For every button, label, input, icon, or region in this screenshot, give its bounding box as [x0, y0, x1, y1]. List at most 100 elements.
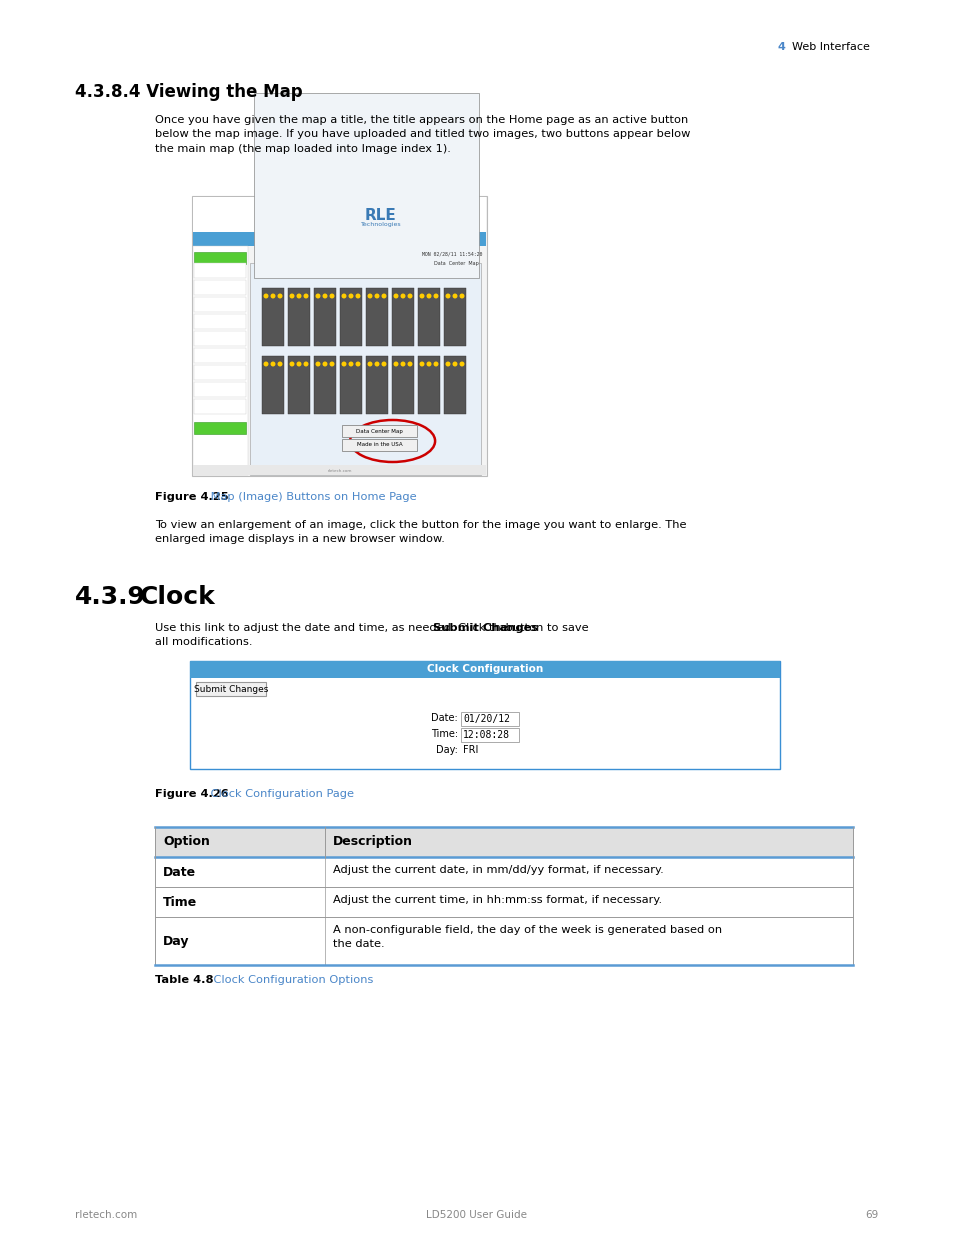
Bar: [262, 356, 284, 414]
Bar: [460, 727, 518, 742]
Circle shape: [426, 294, 431, 299]
Circle shape: [315, 362, 320, 367]
Bar: [193, 314, 246, 329]
Circle shape: [296, 362, 301, 367]
Circle shape: [445, 362, 450, 367]
Circle shape: [381, 362, 386, 367]
Bar: [193, 399, 246, 414]
Text: 69: 69: [864, 1210, 878, 1220]
Text: button to save: button to save: [501, 622, 588, 634]
Bar: [253, 93, 478, 278]
Circle shape: [271, 294, 275, 299]
Text: Figure 4.25: Figure 4.25: [154, 492, 229, 501]
Circle shape: [355, 294, 360, 299]
Bar: [288, 356, 310, 414]
Text: LD5200 User Guide: LD5200 User Guide: [426, 1210, 527, 1220]
Bar: [392, 356, 414, 414]
Bar: [262, 288, 284, 346]
Circle shape: [393, 294, 398, 299]
Text: rletech.com: rletech.com: [327, 469, 352, 473]
Bar: [193, 348, 246, 363]
Text: Description: Description: [333, 836, 413, 848]
Text: Use this link to adjust the date and time, as needed. Click the: Use this link to adjust the date and tim…: [154, 622, 511, 634]
Circle shape: [289, 294, 294, 299]
Circle shape: [375, 294, 379, 299]
Circle shape: [322, 294, 327, 299]
Text: Clock: Clock: [140, 585, 215, 609]
Text: Made in the USA: Made in the USA: [356, 442, 402, 447]
Circle shape: [419, 294, 424, 299]
Bar: [154, 887, 852, 918]
Bar: [154, 918, 852, 965]
Text: To view an enlargement of an image, click the button for the image you want to e: To view an enlargement of an image, clic…: [154, 520, 686, 545]
Circle shape: [303, 362, 308, 367]
Bar: [193, 198, 485, 232]
Text: 4.3.9: 4.3.9: [75, 585, 146, 609]
Text: Clock Configuration Page: Clock Configuration Page: [207, 789, 354, 799]
Text: 12:08:28: 12:08:28: [462, 730, 510, 740]
Bar: [190, 661, 780, 678]
Bar: [250, 263, 480, 475]
Bar: [339, 288, 361, 346]
Text: Adjust the current time, in hh:mm:ss format, if necessary.: Adjust the current time, in hh:mm:ss for…: [333, 895, 661, 905]
Circle shape: [381, 294, 386, 299]
Text: 4.3.8.4 Viewing the Map: 4.3.8.4 Viewing the Map: [75, 83, 302, 101]
Circle shape: [375, 362, 379, 367]
Text: Figure 4.26: Figure 4.26: [154, 789, 229, 799]
Circle shape: [271, 362, 275, 367]
Text: MON 02/28/11 11:54:20: MON 02/28/11 11:54:20: [421, 252, 481, 257]
Bar: [193, 232, 485, 246]
Circle shape: [393, 362, 398, 367]
Text: rletech.com: rletech.com: [75, 1210, 137, 1220]
Text: Day: Day: [163, 935, 190, 947]
Text: Date:: Date:: [431, 713, 457, 722]
Bar: [193, 422, 246, 433]
Text: Data Center Map: Data Center Map: [355, 429, 402, 433]
Text: Map (Image) Buttons on Home Page: Map (Image) Buttons on Home Page: [207, 492, 416, 501]
Bar: [193, 382, 246, 396]
Circle shape: [452, 294, 457, 299]
Bar: [342, 425, 417, 437]
Text: Date: Date: [163, 866, 196, 878]
Bar: [193, 296, 246, 312]
Circle shape: [329, 362, 335, 367]
Text: all modifications.: all modifications.: [154, 637, 253, 647]
Bar: [443, 356, 465, 414]
Bar: [192, 196, 486, 475]
Bar: [366, 356, 388, 414]
Circle shape: [263, 362, 268, 367]
Circle shape: [407, 362, 412, 367]
Bar: [190, 661, 780, 769]
Circle shape: [367, 294, 372, 299]
Circle shape: [419, 362, 424, 367]
Bar: [460, 713, 518, 726]
Text: Table 4.8: Table 4.8: [154, 974, 213, 986]
Bar: [392, 288, 414, 346]
Bar: [195, 682, 266, 697]
Circle shape: [303, 294, 308, 299]
Text: Time:: Time:: [431, 729, 457, 739]
Text: RLE: RLE: [365, 207, 396, 224]
Circle shape: [277, 294, 282, 299]
Text: FRI: FRI: [462, 745, 477, 755]
Bar: [193, 331, 246, 346]
Text: 01/20/12: 01/20/12: [462, 714, 510, 724]
Circle shape: [400, 294, 405, 299]
Circle shape: [348, 362, 354, 367]
Circle shape: [322, 362, 327, 367]
Circle shape: [263, 294, 268, 299]
Text: 4: 4: [778, 42, 785, 52]
Circle shape: [459, 362, 464, 367]
Text: Web Interface: Web Interface: [784, 42, 869, 52]
Text: Once you have given the map a title, the title appears on the Home page as an ac: Once you have given the map a title, the…: [154, 115, 690, 154]
Text: Submit Changes: Submit Changes: [433, 622, 537, 634]
Circle shape: [459, 294, 464, 299]
Circle shape: [348, 294, 354, 299]
Bar: [314, 356, 335, 414]
Bar: [339, 356, 361, 414]
Bar: [288, 288, 310, 346]
Circle shape: [341, 362, 346, 367]
Text: Day:: Day:: [436, 745, 457, 755]
Text: Technologies: Technologies: [360, 222, 400, 227]
Bar: [417, 356, 439, 414]
